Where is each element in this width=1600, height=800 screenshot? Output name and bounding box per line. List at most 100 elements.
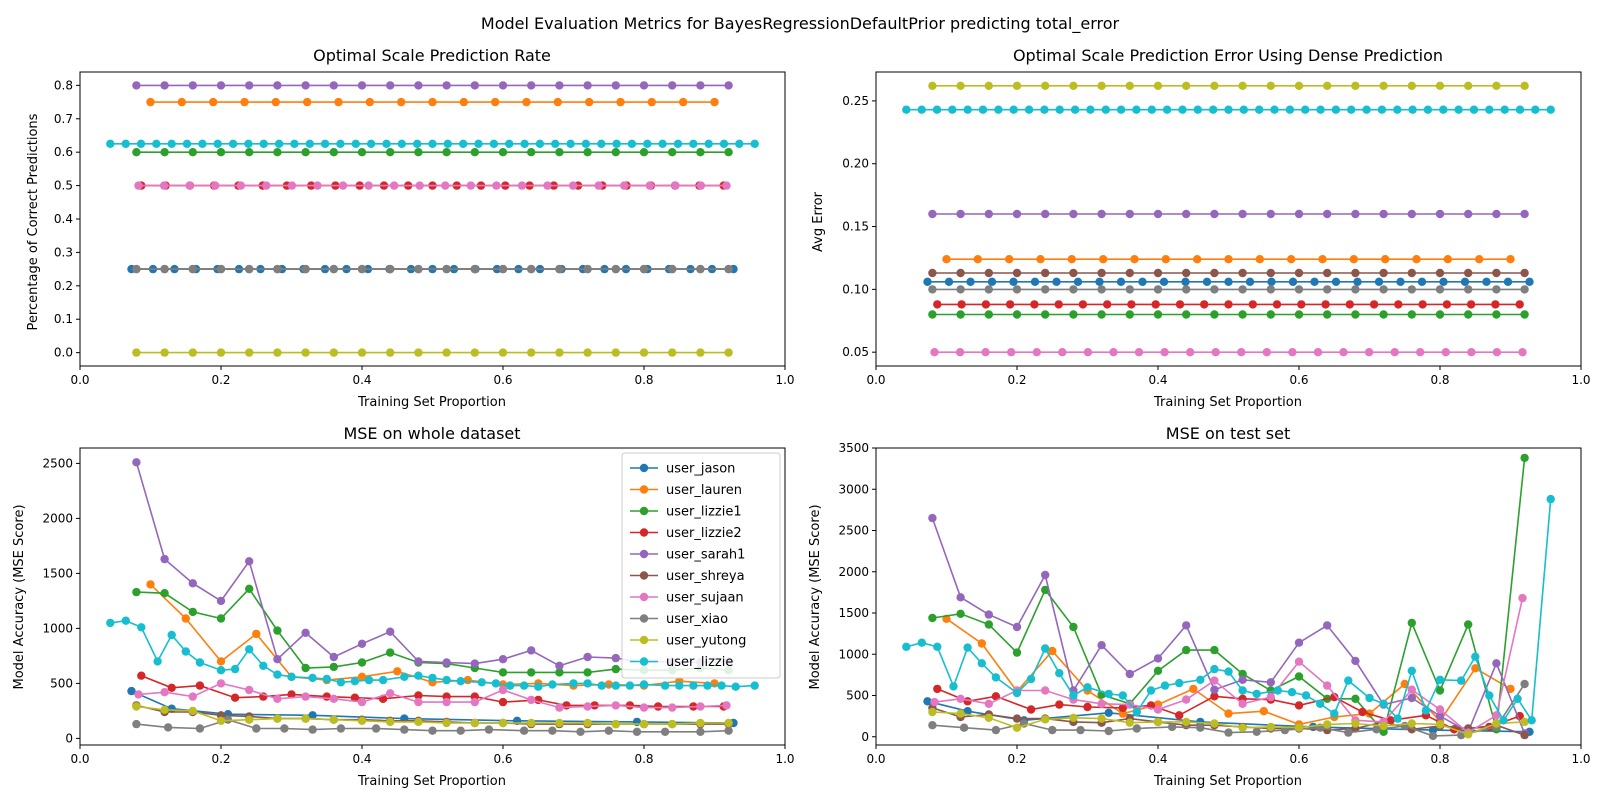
data-point xyxy=(1041,585,1050,595)
data-point xyxy=(160,705,169,714)
data-point xyxy=(273,626,282,635)
data-point xyxy=(1294,638,1304,647)
y-axis-label: Avg Error xyxy=(811,191,826,252)
data-point xyxy=(132,702,141,711)
data-point xyxy=(957,300,966,309)
data-point xyxy=(1224,300,1233,309)
data-point xyxy=(1407,618,1417,628)
plot-area xyxy=(106,458,759,736)
data-point xyxy=(287,181,297,190)
data-point xyxy=(1500,105,1509,114)
data-point xyxy=(750,139,759,148)
data-point xyxy=(366,139,376,148)
data-point xyxy=(1097,81,1106,91)
data-point xyxy=(428,97,437,107)
data-point xyxy=(1153,666,1163,675)
data-point xyxy=(393,667,402,676)
data-point xyxy=(583,679,592,688)
data-point xyxy=(928,285,937,294)
x-axis-label: Training Set Proportion xyxy=(1153,774,1302,789)
data-point xyxy=(301,628,310,637)
data-point xyxy=(1464,310,1473,319)
data-point xyxy=(245,645,254,654)
data-point xyxy=(1193,105,1203,114)
data-point xyxy=(1351,310,1360,319)
data-point xyxy=(1160,681,1170,690)
data-point xyxy=(252,724,261,733)
data-point xyxy=(498,655,508,664)
legend-item: user_lizzie1 xyxy=(630,505,742,520)
y-tick-label: 2500 xyxy=(42,456,73,470)
data-point xyxy=(1069,310,1078,319)
data-point xyxy=(1492,285,1501,294)
series-user-lauren xyxy=(942,255,1515,264)
data-point xyxy=(696,181,706,190)
data-point xyxy=(132,719,141,729)
data-point xyxy=(1067,255,1077,264)
data-point xyxy=(1012,209,1022,219)
data-point xyxy=(428,139,437,148)
data-point xyxy=(127,686,136,696)
data-point xyxy=(1379,721,1388,731)
data-point xyxy=(357,716,367,725)
panel-mse-whole: MSE on whole dataset Training Set Propor… xyxy=(12,424,795,789)
data-point xyxy=(1266,678,1276,687)
x-tick-label: 1.0 xyxy=(775,373,794,387)
data-point xyxy=(1193,255,1202,264)
data-point xyxy=(121,139,130,148)
data-point xyxy=(555,668,564,677)
data-point xyxy=(1175,678,1184,688)
data-point xyxy=(498,718,508,728)
data-point xyxy=(160,554,169,564)
data-point xyxy=(1344,728,1353,737)
data-point xyxy=(1351,268,1360,278)
data-point xyxy=(213,139,222,148)
data-point xyxy=(386,689,395,698)
data-point xyxy=(1086,105,1095,114)
data-point xyxy=(1127,300,1136,309)
data-point xyxy=(1248,300,1258,309)
data-point xyxy=(259,661,268,670)
data-point xyxy=(466,181,475,190)
data-point xyxy=(1182,645,1191,655)
legend-item: user_lizzie xyxy=(630,655,733,670)
data-point xyxy=(1099,255,1108,264)
data-point xyxy=(1040,105,1049,114)
data-point xyxy=(245,584,254,593)
data-point xyxy=(1546,494,1555,504)
data-point xyxy=(1238,699,1247,708)
data-point xyxy=(1513,694,1522,703)
x-axis-label: Training Set Proportion xyxy=(1153,395,1302,410)
data-point xyxy=(470,718,479,728)
y-tick-label: 500 xyxy=(846,689,869,703)
data-point xyxy=(301,692,310,701)
y-tick-label: 0.1 xyxy=(54,312,73,326)
data-point xyxy=(658,139,667,148)
data-point xyxy=(1428,725,1438,735)
data-point xyxy=(252,629,261,639)
data-point xyxy=(386,717,395,727)
y-tick-label: 0 xyxy=(861,730,869,744)
data-point xyxy=(959,723,969,732)
series-user-yutong xyxy=(928,81,1529,91)
data-point xyxy=(569,679,578,688)
y-tick-label: 0.15 xyxy=(842,220,869,234)
data-point xyxy=(1417,277,1427,286)
data-point xyxy=(414,348,423,357)
data-point xyxy=(159,181,169,190)
data-point xyxy=(1134,348,1144,357)
data-point xyxy=(1151,300,1160,309)
data-point xyxy=(1394,300,1403,309)
y-tick-label: 2500 xyxy=(838,524,869,538)
data-point xyxy=(724,726,733,735)
y-tick-label: 0.7 xyxy=(54,112,73,126)
legend-swatch-marker xyxy=(639,528,649,537)
data-point xyxy=(1464,209,1473,219)
data-point xyxy=(1351,719,1360,728)
data-point xyxy=(1210,676,1219,685)
data-point xyxy=(930,697,939,707)
data-point xyxy=(1224,277,1233,286)
x-tick-label: 0.0 xyxy=(866,752,885,766)
data-point xyxy=(329,662,338,672)
data-point xyxy=(1351,694,1360,703)
